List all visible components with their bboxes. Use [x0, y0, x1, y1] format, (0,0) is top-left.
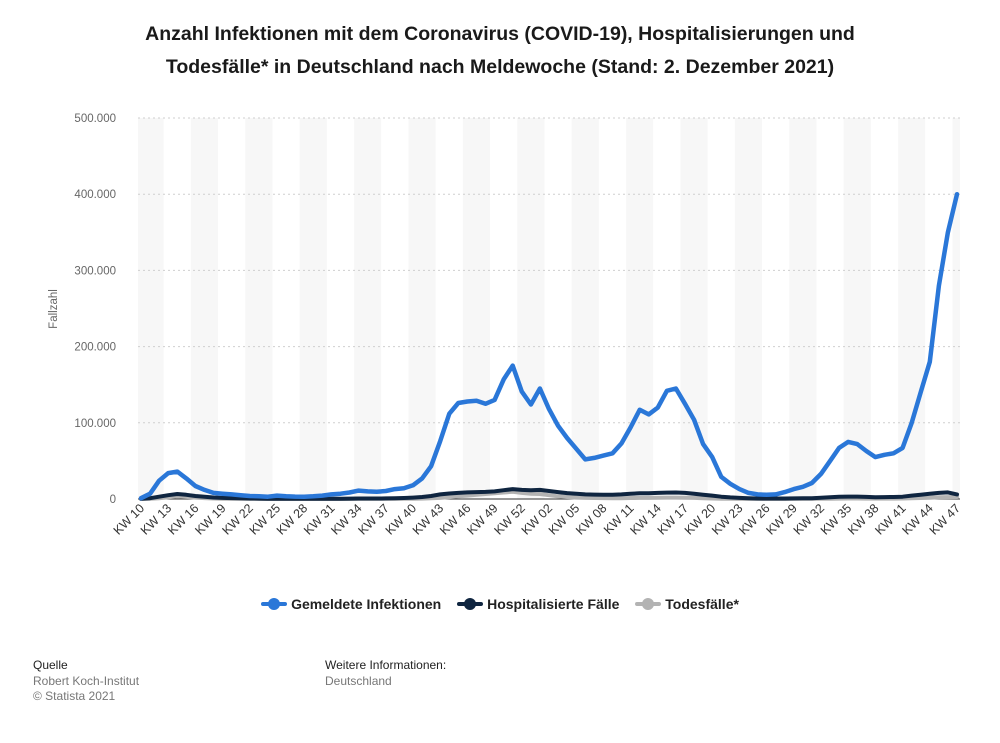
- background-band: [138, 118, 166, 499]
- data-series: [138, 191, 960, 501]
- background-band: [462, 118, 491, 499]
- background-band: [680, 118, 708, 499]
- legend-symbol-todesfaelle: [635, 597, 662, 611]
- background-band: [163, 118, 191, 499]
- legend-label: Gemeldete Infektionen: [291, 596, 442, 612]
- background-band: [272, 118, 300, 499]
- chart-title: Anzahl Infektionen mit dem Coronavirus (…: [0, 18, 1000, 84]
- background-band: [870, 118, 899, 499]
- background-band: [571, 118, 599, 499]
- background-band: [734, 118, 763, 499]
- source-block: Quelle Robert Koch-Institut © Statista 2…: [33, 658, 139, 705]
- y-tick-label: 500.000: [74, 113, 116, 125]
- legend-symbol-infektionen: [261, 597, 288, 611]
- y-tick-label: 300.000: [74, 265, 116, 277]
- legend-label: Hospitalisierte Fälle: [487, 596, 620, 612]
- background-band: [190, 118, 219, 499]
- background-band: [598, 118, 627, 499]
- background-band: [816, 118, 844, 499]
- background-band: [925, 118, 953, 499]
- y-axis-label: Fallzahl: [48, 289, 60, 329]
- background-band: [898, 118, 926, 499]
- background-band: [490, 118, 518, 499]
- y-tick-label: 100.000: [74, 418, 116, 430]
- background-band: [517, 118, 545, 499]
- background-band: [952, 118, 960, 499]
- background-band: [326, 118, 355, 499]
- legend-item-todesfaelle[interactable]: Todesfälle*: [635, 596, 739, 612]
- line-chart: 0 100.000 200.000 300.000 400.000 500.000 Fal…: [48, 113, 963, 538]
- background-band: [408, 118, 436, 499]
- legend-item-gemeldete-infektionen[interactable]: Gemeldete Infektionen: [261, 596, 441, 612]
- chart-legend: Gemeldete Infektionen Hospitalisierte Fä…: [0, 596, 1000, 614]
- y-tick-label: 200.000: [74, 342, 116, 354]
- info-region: Deutschland: [325, 673, 392, 688]
- x-tick-label: KW 08: [573, 501, 609, 537]
- background-band: [626, 118, 654, 499]
- legend-label: Todesfälle*: [665, 596, 739, 612]
- legend-symbol-hospitalisierte: [457, 597, 484, 611]
- info-block: Weitere Informationen: Deutschland: [325, 658, 446, 689]
- background-band: [762, 118, 790, 499]
- background-bands: [138, 118, 960, 499]
- background-band: [843, 118, 871, 499]
- copyright[interactable]: © Statista 2021: [33, 689, 116, 703]
- background-band: [245, 118, 273, 499]
- chart-title-line-2: Todesfälle* in Deutschland nach Meldewoc…: [165, 56, 835, 78]
- source-heading: Quelle: [33, 658, 68, 672]
- series-line-hospitalisierte-f-lle[interactable]: [139, 487, 959, 501]
- background-band: [381, 118, 409, 499]
- chart-title-line-1: Anzahl Infektionen mit dem Coronavirus (…: [145, 23, 855, 45]
- y-gridlines: [138, 117, 960, 500]
- background-band: [218, 118, 246, 499]
- background-band: [299, 118, 327, 499]
- y-tick-label: 0: [110, 494, 116, 506]
- background-band: [789, 118, 817, 499]
- background-band: [354, 118, 382, 499]
- series-line-gemeldete-infektionen[interactable]: [138, 191, 960, 501]
- source-name[interactable]: Robert Koch-Institut: [33, 673, 140, 688]
- x-tick-label: KW 47: [927, 501, 963, 537]
- legend-item-hospitalisierte-faelle[interactable]: Hospitalisierte Fälle: [457, 596, 619, 612]
- y-axis-tick-labels: 0 100.000 200.000 300.000 400.000 500.000: [74, 113, 116, 506]
- info-heading: Weitere Informationen:: [325, 658, 447, 672]
- background-band: [707, 118, 735, 499]
- background-band: [653, 118, 681, 499]
- y-tick-label: 400.000: [74, 189, 116, 201]
